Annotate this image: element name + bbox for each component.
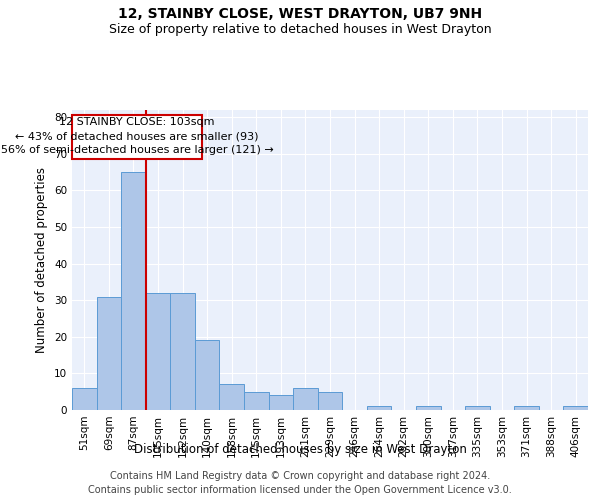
Bar	[146, 293, 170, 410]
Text: 12 STAINBY CLOSE: 103sqm
← 43% of detached houses are smaller (93)
56% of semi-d: 12 STAINBY CLOSE: 103sqm ← 43% of detach…	[1, 118, 274, 156]
Y-axis label: Number of detached properties: Number of detached properties	[35, 167, 49, 353]
Text: Distribution of detached houses by size in West Drayton: Distribution of detached houses by size …	[134, 442, 466, 456]
Text: Contains HM Land Registry data © Crown copyright and database right 2024.
Contai: Contains HM Land Registry data © Crown c…	[88, 471, 512, 495]
Bar	[318, 392, 342, 410]
Bar	[514, 406, 539, 410]
Bar	[244, 392, 269, 410]
Bar	[367, 406, 391, 410]
Bar	[72, 116, 202, 160]
Bar	[170, 293, 195, 410]
Bar	[416, 406, 440, 410]
Bar	[195, 340, 220, 410]
Bar	[465, 406, 490, 410]
Text: 12, STAINBY CLOSE, WEST DRAYTON, UB7 9NH: 12, STAINBY CLOSE, WEST DRAYTON, UB7 9NH	[118, 8, 482, 22]
Bar	[121, 172, 146, 410]
Text: Size of property relative to detached houses in West Drayton: Size of property relative to detached ho…	[109, 22, 491, 36]
Bar	[97, 296, 121, 410]
Bar	[293, 388, 318, 410]
Bar	[269, 396, 293, 410]
Bar	[563, 406, 588, 410]
Bar	[72, 388, 97, 410]
Bar	[220, 384, 244, 410]
